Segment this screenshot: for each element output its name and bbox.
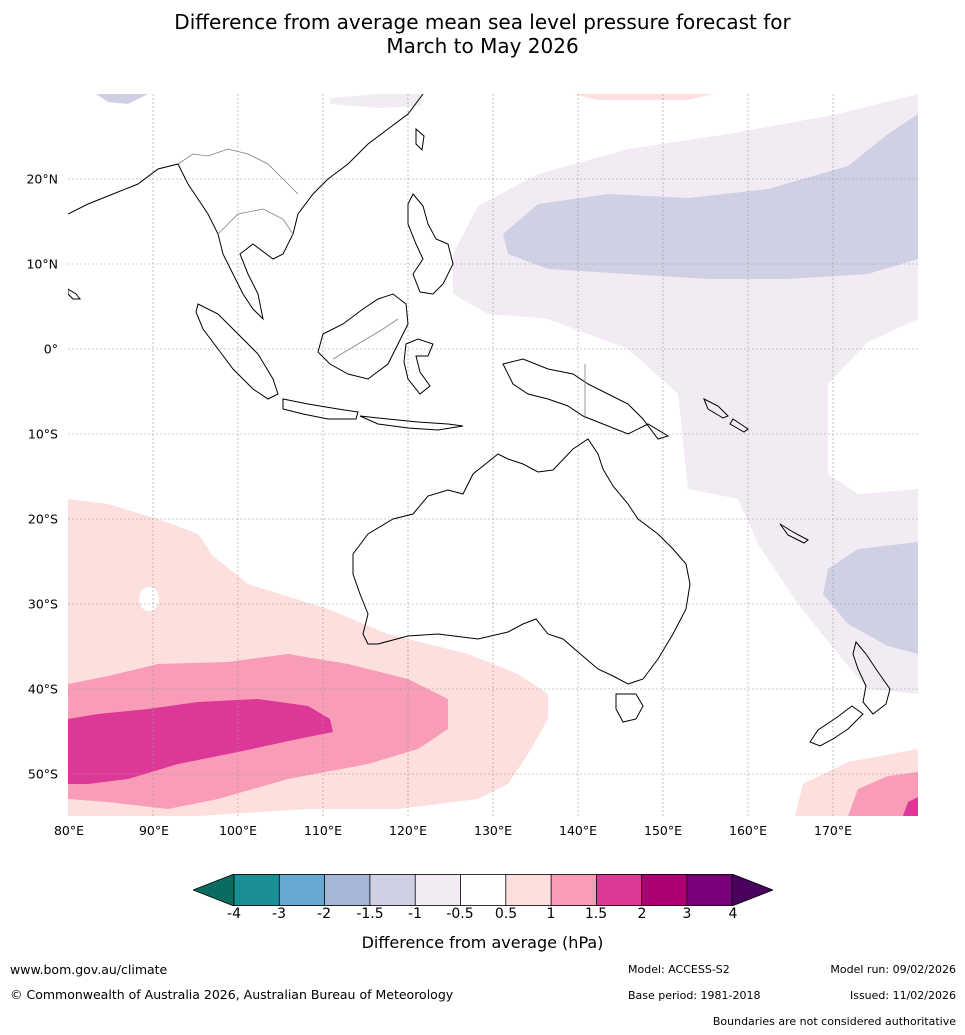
coast-sulawesi: [403, 338, 434, 395]
border-borneo: [332, 318, 399, 360]
lat-label-40s: 40°S: [27, 681, 58, 697]
website-link[interactable]: www.bom.gov.au/climate: [10, 962, 168, 977]
colorbar-tick-neg4: -4: [227, 906, 241, 922]
title-line-1: Difference from average mean sea level p…: [174, 10, 791, 34]
colorbar-swatch-3: [369, 874, 416, 906]
colorbar-swatch-0: [234, 874, 280, 906]
coast-asia-mainland: [68, 94, 424, 321]
colorbar-tick-neg3: -3: [272, 906, 286, 922]
lat-label-10n: 10°N: [26, 256, 58, 272]
lat-label-50s: 50°S: [27, 766, 58, 782]
model-name: Model: ACCESS-S2: [628, 963, 730, 976]
anomaly-fields: [68, 94, 918, 816]
colorbar-tick-1-5: 1.5: [584, 906, 608, 922]
base-period: Base period: 1981-2018: [628, 989, 761, 1002]
colorbar-tick-neg1-5: -1.5: [356, 906, 384, 922]
coast-new-zealand-south: [809, 705, 864, 747]
coast-tasmania: [615, 693, 644, 723]
lon-label-80e: 80°E: [53, 823, 85, 838]
positive-anomaly-strong-sw-pacific: [903, 797, 918, 816]
colorbar-swatch-2: [324, 874, 370, 906]
negative-anomaly-medium-tasman: [823, 542, 918, 654]
lon-label-110e: 110°E: [303, 823, 343, 838]
colorbar-extend-high: [731, 874, 773, 906]
colorbar-title: Difference from average (hPa): [361, 933, 604, 952]
coast-sumatra: [195, 303, 279, 400]
lon-label-120e: 120°E: [388, 823, 428, 838]
colorbar-swatch-7: [551, 874, 597, 906]
political-borders: [177, 148, 586, 419]
coast-new-zealand-north: [852, 640, 891, 715]
lon-label-130e: 130°E: [473, 823, 513, 838]
lon-label-170e: 170°E: [813, 823, 853, 838]
coast-borneo: [317, 293, 409, 380]
negative-anomaly-medium-north-pacific: [503, 114, 918, 279]
lat-label-30s: 30°S: [27, 596, 58, 612]
lon-label-140e: 140°E: [558, 823, 598, 838]
gridlines: [68, 94, 918, 816]
coast-lesser-sunda: [359, 415, 464, 431]
positive-anomaly-top-edge: [573, 94, 713, 100]
coast-new-guinea: [502, 358, 670, 440]
border-southeast-asia: [177, 148, 299, 235]
colorbar-tick-neg0-5: -0.5: [446, 906, 474, 922]
coastlines: [68, 94, 891, 747]
coast-philippines: [407, 193, 454, 295]
colorbar-tick-0-5: 0.5: [494, 906, 518, 922]
lon-label-100e: 100°E: [218, 823, 258, 838]
positive-anomaly-strong-southern-ocean: [68, 699, 333, 784]
colorbar-swatch-5: [460, 874, 506, 906]
boundaries-disclaimer: Boundaries are not considered authoritat…: [712, 1015, 956, 1028]
lon-label-90e: 90°E: [138, 823, 170, 838]
lon-label-160e: 160°E: [728, 823, 768, 838]
colorbar-tick-3: 3: [682, 906, 692, 922]
colorbar-tick-1: 1: [546, 906, 556, 922]
colorbar-swatch-8: [596, 874, 642, 906]
lat-label-20s: 20°S: [27, 511, 58, 527]
coast-solomon-islands: [703, 397, 749, 433]
colorbar-tick-neg1: -1: [408, 906, 422, 922]
colorbar-swatch-10: [687, 874, 732, 906]
lat-label-10s: 10°S: [27, 426, 58, 442]
lat-label-20n: 20°N: [26, 171, 58, 187]
positive-anomaly-medium-sw-pacific: [848, 772, 918, 816]
colorbar-swatch-9: [641, 874, 687, 906]
coast-australia: [352, 438, 691, 685]
colorbar-swatch-1: [279, 874, 325, 906]
map-title: Difference from average mean sea level p…: [0, 10, 965, 58]
pressure-anomaly-map: [68, 94, 918, 816]
coast-taiwan: [415, 127, 425, 152]
copyright-text: © Commonwealth of Australia 2026, Austra…: [10, 987, 454, 1002]
colorbar-extend-low: [193, 874, 235, 906]
coast-india-tip: [68, 288, 82, 300]
coast-new-caledonia: [779, 523, 809, 544]
colorbar-tick-2: 2: [637, 906, 647, 922]
title-line-2: March to May 2026: [386, 34, 579, 58]
lon-label-150e: 150°E: [643, 823, 683, 838]
coast-java: [282, 398, 359, 420]
colorbar-swatch-4: [415, 874, 461, 906]
colorbar-tick-neg2: -2: [317, 906, 331, 922]
lat-label-0: 0°: [43, 341, 58, 357]
model-run-date: Model run: 09/02/2026: [830, 963, 956, 976]
anomaly-hole-indian-ocean: [139, 587, 159, 611]
issued-date: Issued: 11/02/2026: [849, 989, 956, 1002]
colorbar: [193, 874, 773, 906]
colorbar-tick-4: 4: [728, 906, 738, 922]
colorbar-swatch-6: [505, 874, 552, 906]
negative-anomaly-light-south-asia: [96, 94, 148, 104]
